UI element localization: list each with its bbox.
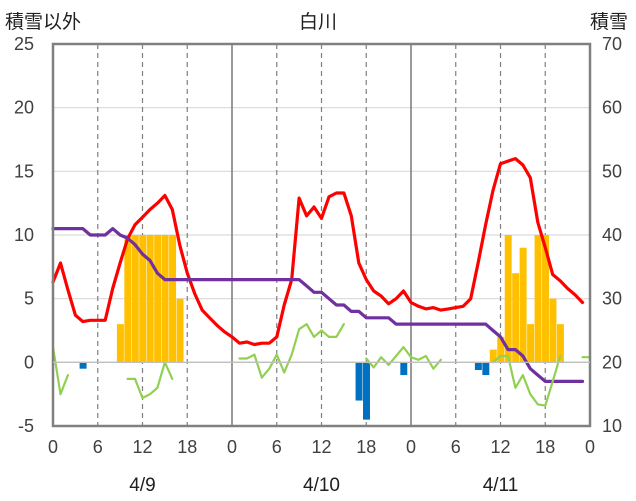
bar [116,324,124,363]
bar [139,235,147,363]
x-tick-label: 0 [406,437,416,457]
bars-layer [79,235,564,420]
right-tick-label: 10 [602,416,622,436]
plot-frame [51,42,592,428]
bar [489,349,497,363]
date-label: 4/9 [129,475,155,496]
right-tick-label: 70 [602,34,622,54]
bar [512,273,520,363]
left-tick-label: 10 [14,225,34,245]
bar [497,336,505,363]
x-tick-label: 12 [490,437,510,457]
green-series-line [51,323,592,407]
bar [519,247,527,363]
x-tick-label: 6 [272,437,282,457]
bar [355,362,363,401]
bar [363,362,370,420]
bar [146,235,154,363]
right-tick-label: 20 [602,352,622,372]
left-tick-label: 5 [24,289,34,309]
bar [161,235,169,363]
bar [79,362,87,369]
date-label: 4/10 [303,475,340,496]
bar [176,298,184,363]
x-tick-label: 12 [311,437,331,457]
bar [169,235,177,363]
bar [482,362,490,376]
bar [154,235,162,363]
bar [400,362,408,376]
x-tick-label: 18 [535,437,555,457]
right-tick-label: 50 [602,161,622,181]
left-tick-label: -5 [18,416,34,436]
x-tick-label: 18 [177,437,197,457]
bar [542,235,549,363]
right-tick-label: 30 [602,289,622,309]
plot-border [51,42,592,428]
x-tick-label: 6 [451,437,461,457]
bar [556,324,564,363]
left-tick-label: 0 [24,352,34,372]
date-label: 4/11 [483,475,519,496]
left-tick-label: 25 [14,34,34,54]
bar [474,362,482,370]
chart-title: 白川 [299,11,337,33]
left-axis-label: 積雪以外 [5,11,81,33]
left-tick-label: 20 [14,98,34,118]
bar [534,235,542,363]
x-tick-label: 0 [227,437,237,457]
bar [549,298,557,363]
right-tick-label: 60 [602,98,622,118]
right-axis-label: 積雪 [590,11,628,33]
right-tick-label: 40 [602,225,622,245]
x-tick-label: 18 [356,437,376,457]
x-tick-label: 6 [93,437,103,457]
bar [131,235,139,363]
purple-series-line [51,227,585,383]
x-tick-label: 0 [48,437,58,457]
bar [527,324,535,363]
bar [504,235,512,363]
red-series-line [51,157,585,347]
x-tick-label: 12 [132,437,152,457]
x-tick-label: 0 [585,437,595,457]
bar [124,235,132,363]
left-tick-label: 15 [14,161,34,181]
lines-layer [51,157,592,407]
